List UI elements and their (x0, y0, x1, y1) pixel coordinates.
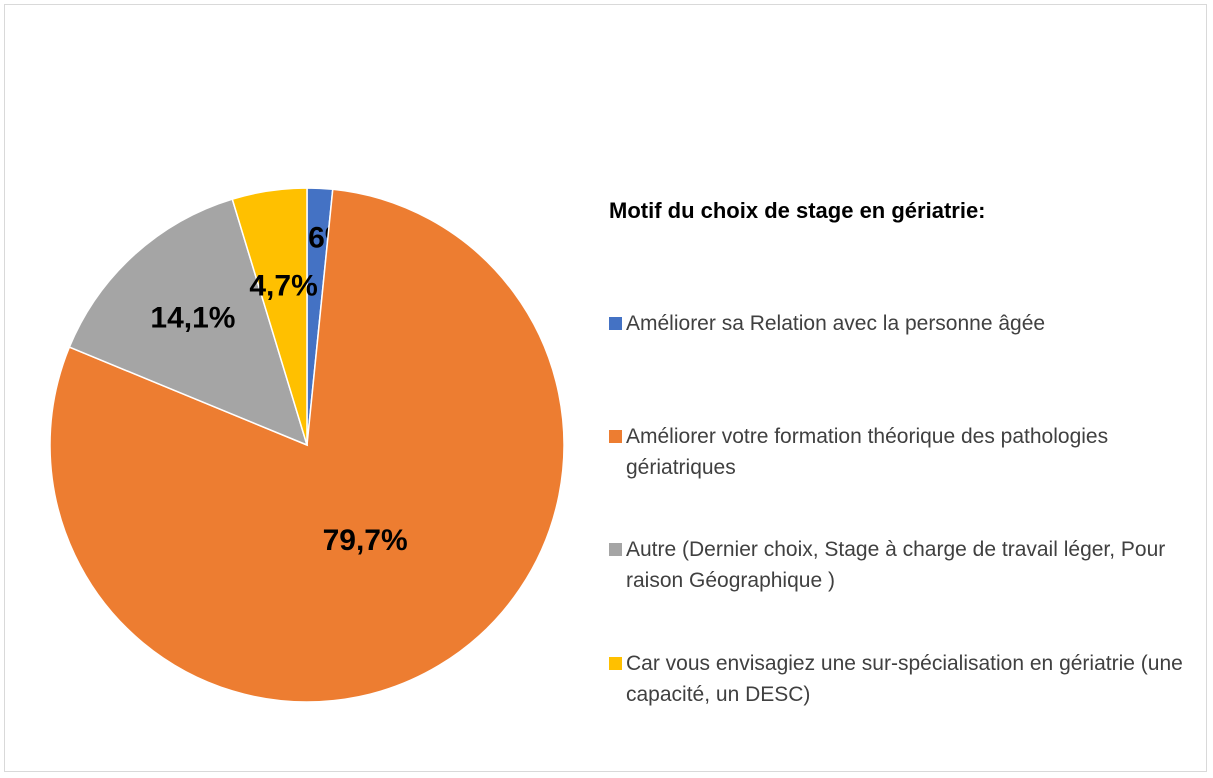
legend-swatch (609, 430, 622, 443)
data-label: 4,7% (249, 269, 317, 302)
legend-title: Motif du choix de stage en gériatrie: (609, 198, 986, 223)
legend-item: Améliorer votre formation théorique des … (609, 421, 1189, 483)
data-label: 79,7% (323, 524, 408, 557)
legend-swatch (609, 317, 622, 330)
legend-label: Car vous envisagiez une sur-spécialisati… (626, 652, 1183, 706)
pie-slice (68, 198, 309, 447)
legend-item: Améliorer sa Relation avec la personne â… (609, 308, 1189, 339)
legend-swatch (609, 543, 622, 556)
legend-label: Améliorer sa Relation avec la personne â… (626, 312, 1046, 335)
chart-frame (4, 4, 1207, 772)
pie-slice (231, 187, 308, 446)
legend-label: Améliorer votre formation théorique des … (626, 425, 1109, 479)
legend-label: Autre (Dernier choix, Stage à charge de … (626, 538, 1166, 592)
legend-item: Autre (Dernier choix, Stage à charge de … (609, 534, 1189, 596)
legend-swatch (609, 657, 622, 670)
data-label: 14,1% (150, 301, 235, 334)
legend-item: Car vous envisagiez une sur-spécialisati… (609, 648, 1189, 710)
